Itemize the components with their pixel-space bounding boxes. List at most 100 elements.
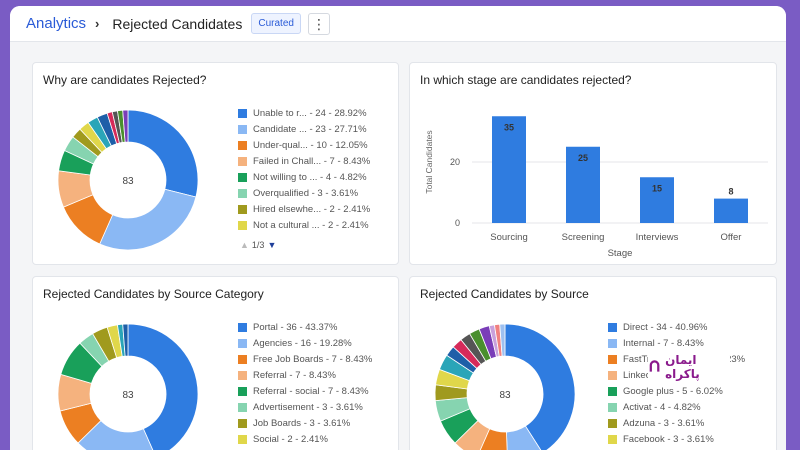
donut-slice[interactable] — [504, 323, 576, 450]
legend-item[interactable]: Advertisement - 3 - 3.61% — [238, 399, 372, 415]
pager-down-icon[interactable]: ▼ — [267, 240, 277, 250]
bar[interactable] — [566, 146, 600, 223]
legend-swatch — [608, 418, 617, 428]
legend-swatch — [238, 204, 247, 214]
legend-item[interactable]: Job Boards - 3 - 3.61% — [238, 415, 372, 431]
legend-swatch — [238, 108, 247, 118]
legend-label: Facebook - 3 - 3.61% — [623, 433, 714, 445]
page-title: Rejected Candidates — [112, 15, 243, 32]
x-tick-label: Offer — [721, 232, 742, 243]
bar[interactable] — [492, 116, 526, 223]
legend-item[interactable]: Referral - 7 - 8.43% — [238, 367, 372, 383]
rejection-reasons-legend: Unable to r... - 24 - 28.92% Candidate .… — [238, 105, 370, 233]
legend-label: Portal - 36 - 43.37% — [253, 321, 338, 333]
legend-item[interactable]: Failed in Chall... - 7 - 8.43% — [238, 153, 370, 169]
legend-item[interactable]: Not willing to ... - 4 - 4.82% — [238, 169, 370, 185]
legend-item[interactable]: Unable to r... - 24 - 28.92% — [238, 105, 370, 121]
legend-swatch — [238, 140, 247, 150]
legend-label: Advertisement - 3 - 3.61% — [253, 401, 363, 413]
x-tick-label: Sourcing — [490, 232, 528, 243]
legend-label: Hired elsewhe... - 2 - 2.41% — [253, 203, 371, 215]
pager-up-icon[interactable]: ▲ — [240, 240, 249, 250]
legend-label: Referral - social - 7 - 8.43% — [253, 385, 369, 397]
source-category-card: Rejected Candidates by Source Category 8… — [32, 276, 399, 450]
legend-label: Overqualified - 3 - 3.61% — [253, 187, 359, 199]
legend-label: Failed in Chall... - 7 - 8.43% — [253, 155, 371, 167]
legend-item[interactable]: Activat - 4 - 4.82% — [608, 399, 745, 415]
legend-label: Under-qual... - 10 - 12.05% — [253, 139, 368, 151]
legend-swatch — [238, 172, 247, 182]
legend-item[interactable]: Under-qual... - 10 - 12.05% — [238, 137, 370, 153]
legend-swatch — [608, 338, 617, 348]
donut-slice[interactable] — [506, 425, 542, 450]
donut-slice[interactable] — [122, 323, 129, 357]
pager-text: 1/3 — [251, 240, 265, 250]
top-bar: Analytics › Rejected Candidates Curated … — [10, 6, 786, 42]
legend-swatch — [238, 220, 247, 230]
donut-slice[interactable] — [122, 109, 129, 143]
brand-text: ایمان پاکراه — [665, 353, 700, 381]
legend-item[interactable]: Agencies - 16 - 19.28% — [238, 335, 372, 351]
x-tick-label: Interviews — [636, 232, 679, 243]
legend-label: Activat - 4 - 4.82% — [623, 401, 701, 413]
legend-item[interactable]: Adzuna - 3 - 3.61% — [608, 415, 745, 431]
legend-item[interactable]: Referral - social - 7 - 8.43% — [238, 383, 372, 399]
donut-total-label: 83 — [122, 176, 134, 187]
source-donut: 83 — [434, 323, 576, 450]
rejection-reasons-card: Why are candidates Rejected? 83 Unable t… — [32, 62, 399, 265]
legend-item[interactable]: Not a cultural ... - 2 - 2.41% — [238, 217, 370, 233]
chevron-right-icon: › — [95, 16, 100, 31]
bar[interactable] — [714, 198, 748, 223]
legend-item[interactable]: Overqualified - 3 - 3.61% — [238, 185, 370, 201]
bar-value-label: 8 — [728, 187, 733, 197]
y-axis-label: Total Candidates — [424, 130, 434, 193]
legend-swatch — [238, 322, 247, 332]
legend-swatch — [608, 402, 617, 412]
legend-label: Internal - 7 - 8.43% — [623, 337, 704, 349]
legend-item[interactable]: Internal - 7 - 8.43% — [608, 335, 745, 351]
legend-swatch — [608, 434, 617, 444]
bar-value-label: 15 — [652, 183, 662, 193]
source-legend: Direct - 34 - 40.96% Internal - 7 - 8.43… — [608, 319, 745, 447]
breadcrumb-analytics-link[interactable]: Analytics — [26, 15, 87, 32]
legend-label: Free Job Boards - 7 - 8.43% — [253, 353, 373, 365]
donut-slice[interactable] — [127, 109, 199, 198]
legend-swatch — [608, 322, 617, 332]
rejection-stage-bar-chart: 0 20 35 Sourcing 25 Screening 15 Interviews 8 Off… — [424, 116, 768, 259]
legend-swatch — [238, 418, 247, 428]
legend-pager: ▲ 1/3 ▼ — [240, 240, 276, 250]
legend-item[interactable]: Direct - 34 - 40.96% — [608, 319, 745, 335]
legend-label: Adzuna - 3 - 3.61% — [623, 417, 705, 429]
legend-swatch — [238, 156, 247, 166]
legend-label: Referral - 7 - 8.43% — [253, 369, 336, 381]
app-window: Analytics › Rejected Candidates Curated … — [10, 6, 786, 450]
legend-swatch — [608, 354, 617, 364]
legend-label: Not willing to ... - 4 - 4.82% — [253, 171, 367, 183]
legend-item[interactable]: Candidate ... - 23 - 27.71% — [238, 121, 370, 137]
legend-label: Job Boards - 3 - 3.61% — [253, 417, 351, 429]
bar-value-label: 25 — [578, 153, 588, 163]
kebab-icon: ⋮ — [311, 15, 326, 32]
legend-swatch — [238, 402, 247, 412]
donut-slice[interactable] — [499, 323, 506, 357]
legend-swatch — [238, 386, 247, 396]
legend-label: Not a cultural ... - 2 - 2.41% — [253, 219, 369, 231]
legend-item[interactable]: Portal - 36 - 43.37% — [238, 319, 372, 335]
bar[interactable] — [640, 177, 674, 223]
legend-item[interactable]: Google plus - 5 - 6.02% — [608, 383, 745, 399]
legend-item[interactable]: Hired elsewhe... - 2 - 2.41% — [238, 201, 370, 217]
legend-swatch — [238, 338, 247, 348]
donut-slice[interactable] — [99, 188, 197, 251]
more-options-button[interactable]: ⋮ — [307, 12, 330, 35]
legend-item[interactable]: Social - 2 - 2.41% — [238, 431, 372, 447]
bar-value-label: 35 — [504, 122, 514, 132]
legend-swatch — [238, 370, 247, 380]
legend-item[interactable]: Free Job Boards - 7 - 8.43% — [238, 351, 372, 367]
legend-swatch — [238, 434, 247, 444]
rejection-reasons-donut: 83 — [57, 109, 199, 251]
card-title: Why are candidates Rejected? — [43, 73, 207, 87]
legend-item[interactable]: Facebook - 3 - 3.61% — [608, 431, 745, 447]
legend-swatch — [608, 386, 617, 396]
legend-label: Social - 2 - 2.41% — [253, 433, 328, 445]
donut-slice[interactable] — [127, 323, 199, 450]
